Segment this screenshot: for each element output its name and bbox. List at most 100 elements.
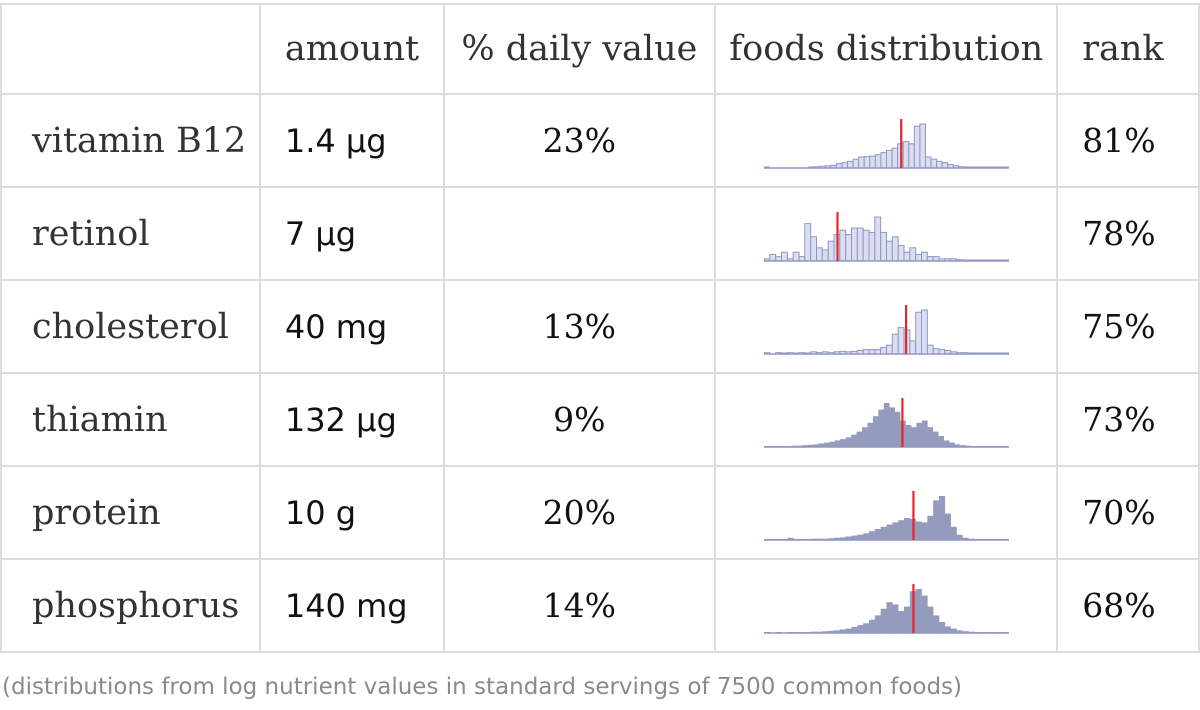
histogram-bar [927,606,934,633]
histogram-bar [780,251,788,262]
histogram-bar [927,426,933,447]
nutrient-rank: 81% [1056,93,1200,188]
nutrient-amount: 140 mg [258,558,445,653]
histogram-bar [891,333,899,354]
histogram-bar [962,630,969,633]
histogram-bar [878,409,884,447]
histogram-bar [905,424,911,447]
histogram-bar [845,436,852,447]
histogram-bar [868,231,876,261]
histogram-bar [874,153,882,168]
nutrient-amount: 10 g [258,465,445,560]
histogram-bar [787,537,794,540]
histogram-bar [909,339,916,354]
distribution-histogram [763,490,1009,541]
histogram-bar [938,495,945,540]
histogram-bar [930,158,937,169]
histogram-bar [818,442,824,447]
distribution-cell [714,186,1059,281]
histogram-bar [919,123,926,168]
histogram-bar [914,253,922,262]
histogram-bar [880,526,887,540]
histogram-bar [862,622,869,633]
distribution-histogram [763,397,1009,448]
histogram-bar [921,595,928,633]
nutrient-daily-value: 13% [442,279,717,374]
histogram-bar [915,588,922,633]
nutrient-label: retinol [0,186,261,281]
nutrient-amount: 40 mg [258,279,445,374]
histogram-bar [880,608,887,633]
histogram-bar [851,535,858,540]
histogram-bar [839,229,846,261]
table-row: retinol 7 μg 78% [0,186,1200,281]
histogram-bar [834,439,841,447]
histogram-bar [846,160,854,169]
distribution-histogram [763,211,1009,262]
histogram-bar [894,411,901,447]
histogram-bar [850,434,857,447]
header-rank: rank [1056,3,1200,95]
histogram-bar [856,431,862,447]
distribution-histogram [763,304,1009,355]
histogram-bar [872,415,879,447]
histogram-bar [892,521,899,540]
histogram-bar [885,149,893,169]
histogram-bar [956,534,963,540]
nutrient-amount: 132 μg [258,372,445,467]
histogram-bar [801,444,808,447]
histogram-bar [920,309,928,354]
histogram-bar [857,624,864,633]
histogram-bar [839,536,846,540]
histogram-bar [909,246,916,261]
histogram-bar [868,530,875,540]
histogram-bar [833,629,840,633]
histogram-bar [769,253,776,262]
distribution-cell [714,93,1059,188]
distribution-cell [714,372,1059,467]
histogram-bar [821,249,829,261]
histogram-bar [868,619,875,633]
histogram-bar [888,406,895,447]
histogram-bar [944,513,951,540]
nutrient-label: cholesterol [0,279,261,374]
histogram-bar [827,537,834,540]
distribution-cell [714,279,1059,374]
histogram-bar [827,630,834,633]
header-row: amount % daily value foods distribution … [0,3,1200,95]
histogram-bar [845,628,852,633]
nutrient-amount: 7 μg [258,186,445,281]
histogram-bar [935,160,943,169]
histogram-bar [862,532,869,540]
nutrient-label: protein [0,465,261,560]
histogram-bar [902,140,909,168]
histogram-bar [921,521,928,540]
histogram-bar [962,537,969,540]
histogram-bar [932,499,939,540]
histogram-bar [897,326,905,354]
histogram-bar [861,426,868,447]
histogram-bar [926,344,934,355]
histogram-bar [916,422,922,447]
histogram-bar [910,426,917,447]
histogram-bar [857,534,864,540]
header-foods-distribution: foods distribution [714,3,1059,95]
histogram-bar [941,161,948,169]
histogram-bar [897,519,904,540]
histogram-bar [944,625,951,633]
histogram-bar [807,444,813,447]
header-daily-value: % daily value [442,3,717,95]
histogram-bar [950,526,957,540]
histogram-bar [927,515,934,540]
histogram-bar [920,251,928,262]
histogram-bar [924,156,932,168]
histogram-bar [915,521,922,540]
histogram-bar [907,142,915,168]
table-row: protein 10 g 20% 70% [0,465,1200,560]
footnote: (distributions from log nutrient values … [2,674,963,700]
header-amount: amount [258,3,445,95]
histogram-bar [863,155,870,169]
nutrient-rank: 68% [1056,558,1200,653]
histogram-bar [850,227,858,261]
nutrient-daily-value: 23% [442,93,717,188]
